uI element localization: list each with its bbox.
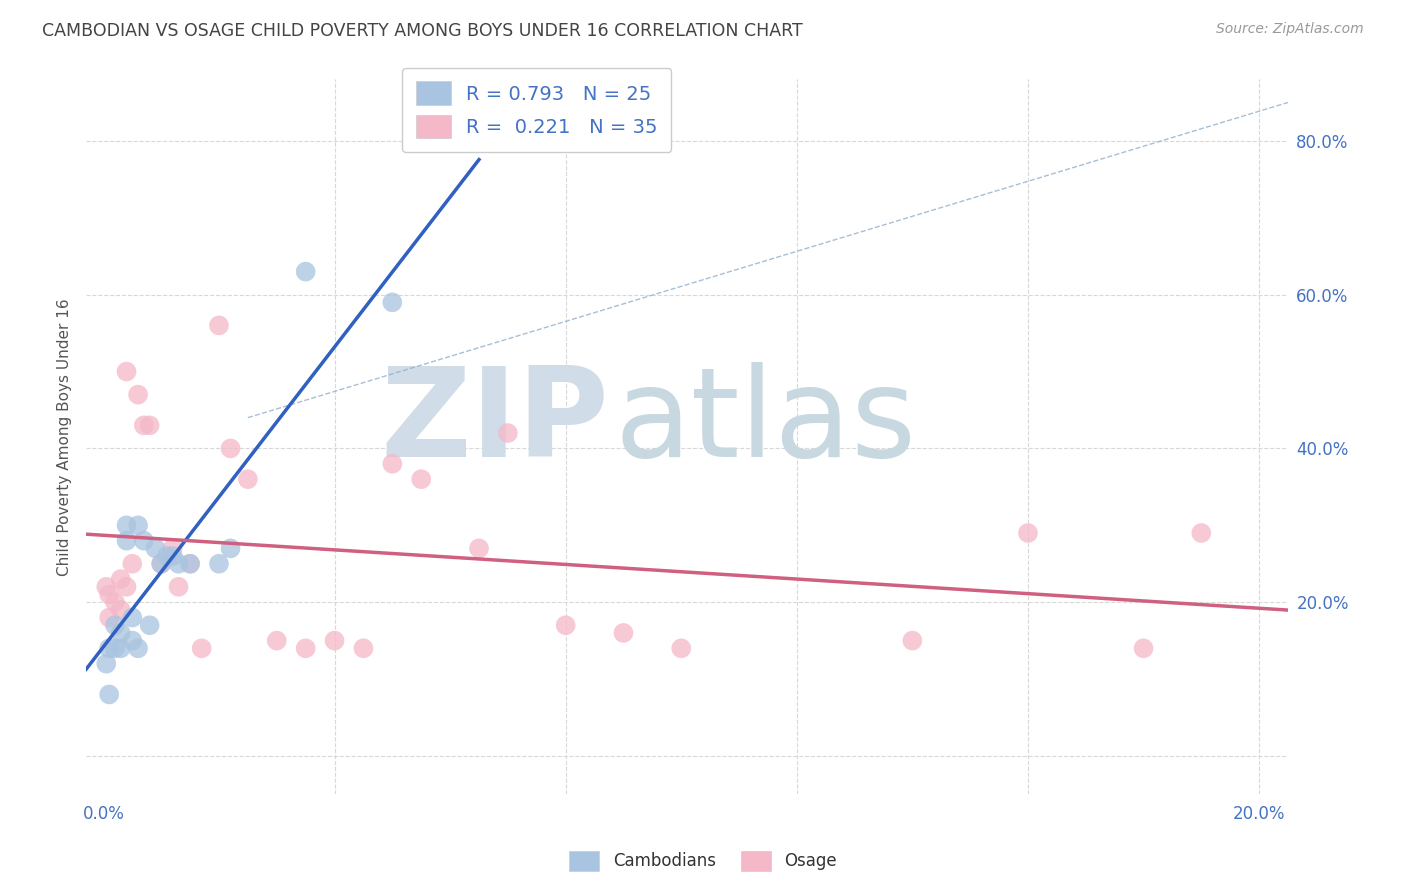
Point bbox=[156, 549, 179, 563]
Point bbox=[179, 557, 201, 571]
Point bbox=[294, 264, 316, 278]
Point bbox=[145, 541, 167, 556]
Text: Source: ZipAtlas.com: Source: ZipAtlas.com bbox=[1216, 22, 1364, 37]
Point bbox=[121, 633, 143, 648]
Point bbox=[104, 641, 127, 656]
Point bbox=[121, 610, 143, 624]
Point bbox=[411, 472, 433, 486]
Point bbox=[1017, 526, 1039, 541]
Point bbox=[121, 557, 143, 571]
Point bbox=[110, 572, 132, 586]
Point bbox=[115, 533, 138, 548]
Point bbox=[167, 557, 190, 571]
Point bbox=[554, 618, 576, 632]
Point bbox=[323, 633, 346, 648]
Point bbox=[132, 418, 155, 433]
Point bbox=[352, 641, 374, 656]
Point bbox=[179, 557, 201, 571]
Point bbox=[294, 641, 316, 656]
Point bbox=[110, 603, 132, 617]
Point bbox=[671, 641, 693, 656]
Point bbox=[1189, 526, 1212, 541]
Point bbox=[381, 457, 404, 471]
Point bbox=[468, 541, 491, 556]
Point bbox=[104, 595, 127, 609]
Point bbox=[96, 580, 118, 594]
Point bbox=[266, 633, 288, 648]
Text: atlas: atlas bbox=[614, 362, 917, 483]
Text: ZIP: ZIP bbox=[380, 362, 609, 483]
Point bbox=[167, 580, 190, 594]
Point bbox=[150, 557, 173, 571]
Point bbox=[162, 549, 184, 563]
Point bbox=[98, 688, 121, 702]
Point bbox=[1132, 641, 1154, 656]
Point bbox=[127, 387, 149, 401]
Point bbox=[150, 557, 173, 571]
Point bbox=[110, 626, 132, 640]
Point bbox=[127, 518, 149, 533]
Point bbox=[98, 610, 121, 624]
Point bbox=[236, 472, 259, 486]
Legend: Cambodians, Osage: Cambodians, Osage bbox=[561, 842, 845, 880]
Point bbox=[138, 618, 160, 632]
Point bbox=[190, 641, 212, 656]
Point bbox=[127, 641, 149, 656]
Point bbox=[208, 318, 231, 333]
Point bbox=[219, 541, 242, 556]
Point bbox=[115, 580, 138, 594]
Point bbox=[138, 418, 160, 433]
Point bbox=[98, 641, 121, 656]
Point bbox=[98, 587, 121, 601]
Point bbox=[219, 442, 242, 456]
Point bbox=[612, 626, 634, 640]
Point bbox=[110, 641, 132, 656]
Legend: R = 0.793   N = 25, R =  0.221   N = 35: R = 0.793 N = 25, R = 0.221 N = 35 bbox=[402, 68, 672, 152]
Point bbox=[115, 365, 138, 379]
Point bbox=[381, 295, 404, 310]
Point bbox=[496, 425, 519, 440]
Point bbox=[96, 657, 118, 671]
Point bbox=[115, 518, 138, 533]
Point bbox=[104, 618, 127, 632]
Text: CAMBODIAN VS OSAGE CHILD POVERTY AMONG BOYS UNDER 16 CORRELATION CHART: CAMBODIAN VS OSAGE CHILD POVERTY AMONG B… bbox=[42, 22, 803, 40]
Point bbox=[208, 557, 231, 571]
Point bbox=[901, 633, 924, 648]
Point bbox=[162, 541, 184, 556]
Point bbox=[132, 533, 155, 548]
Y-axis label: Child Poverty Among Boys Under 16: Child Poverty Among Boys Under 16 bbox=[58, 298, 72, 575]
